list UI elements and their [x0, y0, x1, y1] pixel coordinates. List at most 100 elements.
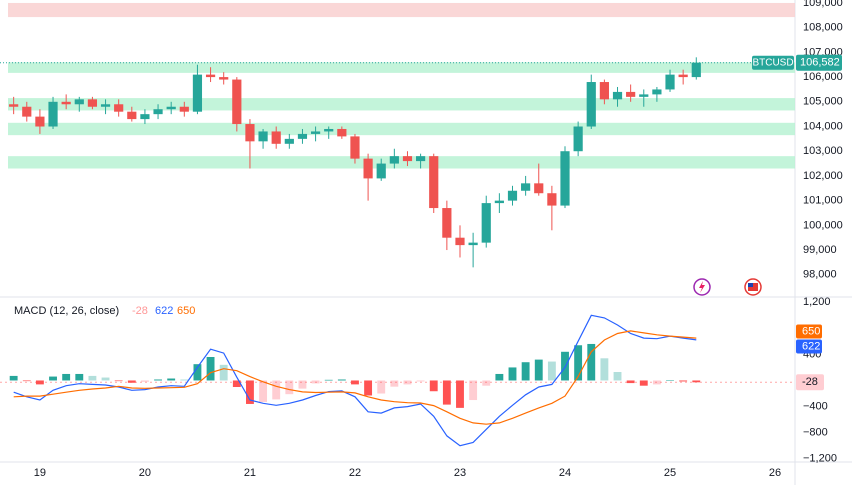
lightning-glyph: [699, 281, 705, 293]
candle-body: [297, 133, 308, 139]
histogram-bar: [88, 375, 97, 381]
histogram-bar: [167, 378, 176, 381]
flag-canton: [748, 283, 753, 287]
histogram-bar: [246, 380, 254, 404]
y-tick-label: 99,000: [803, 244, 837, 256]
x-tick-label: 23: [454, 467, 466, 479]
candle-body: [100, 104, 111, 107]
indicator-value: 650: [177, 305, 195, 317]
histogram-bar: [547, 361, 556, 381]
indicator-title: MACD (12, 26, close): [14, 305, 119, 317]
y-tick-label: 98,000: [803, 269, 837, 281]
y-tick-label: 102,000: [803, 170, 843, 182]
y-tick-label: 104,000: [803, 120, 843, 132]
candle-body: [87, 99, 98, 107]
candle-body: [258, 131, 268, 142]
event-icons: [693, 278, 762, 296]
indicator-line: [13, 314, 697, 447]
candle-body: [468, 242, 478, 246]
candle-body: [74, 99, 84, 105]
symbol-label: BTCUSD: [752, 57, 793, 68]
y-tick-label: 1,200: [803, 296, 831, 308]
candle-body: [521, 183, 531, 191]
candle-body: [22, 106, 32, 117]
x-tick-label: 19: [34, 467, 46, 479]
candle-body: [612, 91, 623, 100]
candle-body: [389, 156, 399, 164]
x-tick-label: 20: [139, 467, 151, 479]
histogram-bar: [495, 373, 504, 381]
candle-body: [271, 131, 281, 144]
line-badge: [796, 324, 822, 339]
candle-body: [547, 193, 557, 206]
histogram-bar: [639, 380, 648, 386]
line-badge: [796, 339, 822, 354]
histogram-bar: [324, 379, 333, 381]
candle-body: [507, 190, 518, 201]
histogram-bar: [626, 380, 635, 384]
y-tick-label: 101,000: [803, 195, 843, 207]
candle-body: [599, 82, 609, 100]
histogram-bar: [482, 380, 491, 386]
zone: [8, 2, 795, 18]
x-tick-label: 26: [769, 467, 781, 479]
histogram-bar: [521, 362, 530, 381]
histogram-bar: [22, 380, 31, 382]
candle-body: [678, 74, 688, 78]
price-badge-label: 106,582: [800, 57, 840, 69]
price-badge: [796, 54, 842, 71]
candle-body: [245, 124, 255, 142]
zone: [8, 62, 795, 73]
indicator-value: -28: [132, 305, 148, 317]
histogram-bar: [219, 364, 228, 381]
histogram-bar: [508, 367, 517, 381]
histogram-bar: [285, 380, 294, 395]
candle-body: [691, 62, 701, 78]
candle-body: [494, 200, 504, 204]
histogram-bar: [193, 364, 202, 381]
histogram-bar: [534, 359, 543, 381]
histogram-bar: [259, 380, 268, 402]
zone: [8, 122, 795, 136]
zone: [8, 98, 795, 111]
candle-body: [153, 109, 163, 115]
zone: [8, 156, 795, 169]
histogram-bar: [442, 380, 451, 405]
candle-body: [363, 158, 373, 179]
histogram-bar: [469, 380, 478, 401]
histogram-bar: [679, 380, 688, 382]
candle-body: [310, 131, 321, 134]
histogram-badge: [796, 374, 824, 391]
candle-body: [455, 237, 465, 246]
histogram-bar: [403, 380, 412, 385]
candle-body: [179, 106, 189, 112]
candle-body: [573, 126, 583, 152]
y-tick-label: 100,000: [803, 219, 843, 231]
histogram-bar: [364, 380, 373, 396]
candle-body: [140, 114, 150, 120]
candle-body: [665, 74, 675, 90]
candle-body: [626, 91, 636, 97]
histogram-bar: [692, 380, 701, 383]
histogram-bar: [154, 379, 162, 381]
y-tick-label: 109,000: [803, 0, 843, 9]
candle-body: [324, 128, 334, 132]
histogram-bar: [101, 377, 110, 381]
histogram-bar: [666, 380, 674, 381]
y-tick-label: −400: [803, 400, 828, 412]
y-tick-label: −1,200: [803, 453, 837, 465]
histogram-bar: [456, 380, 464, 408]
candle-body: [560, 151, 570, 206]
candle-body: [481, 203, 491, 243]
candle-body: [114, 104, 124, 112]
candle-body: [127, 111, 137, 120]
histogram-bar: [140, 380, 149, 382]
candle-body: [192, 74, 203, 112]
histogram-bar: [9, 375, 18, 381]
histogram-bar: [574, 345, 583, 381]
histogram-bar: [613, 372, 622, 381]
candle-body: [337, 128, 347, 137]
histogram-bar: [232, 380, 241, 387]
histogram-bar: [600, 358, 609, 381]
